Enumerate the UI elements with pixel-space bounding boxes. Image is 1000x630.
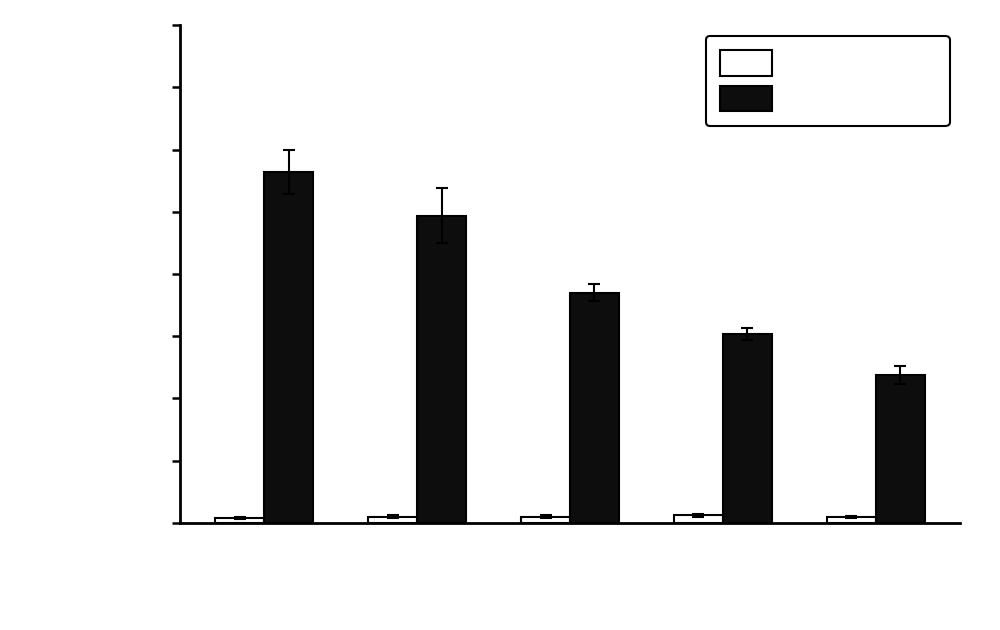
Bar: [264, 172, 313, 523]
Bar: [827, 517, 876, 523]
Bar: [521, 517, 570, 523]
Bar: [876, 375, 925, 523]
Legend: -TGF-β1, +TGF-β1: -TGF-β1, +TGF-β1: [706, 36, 950, 126]
Bar: [215, 518, 264, 523]
Bar: [723, 334, 772, 523]
Bar: [368, 517, 417, 523]
Bar: [570, 293, 619, 523]
Bar: [417, 215, 466, 523]
Bar: [674, 515, 723, 523]
